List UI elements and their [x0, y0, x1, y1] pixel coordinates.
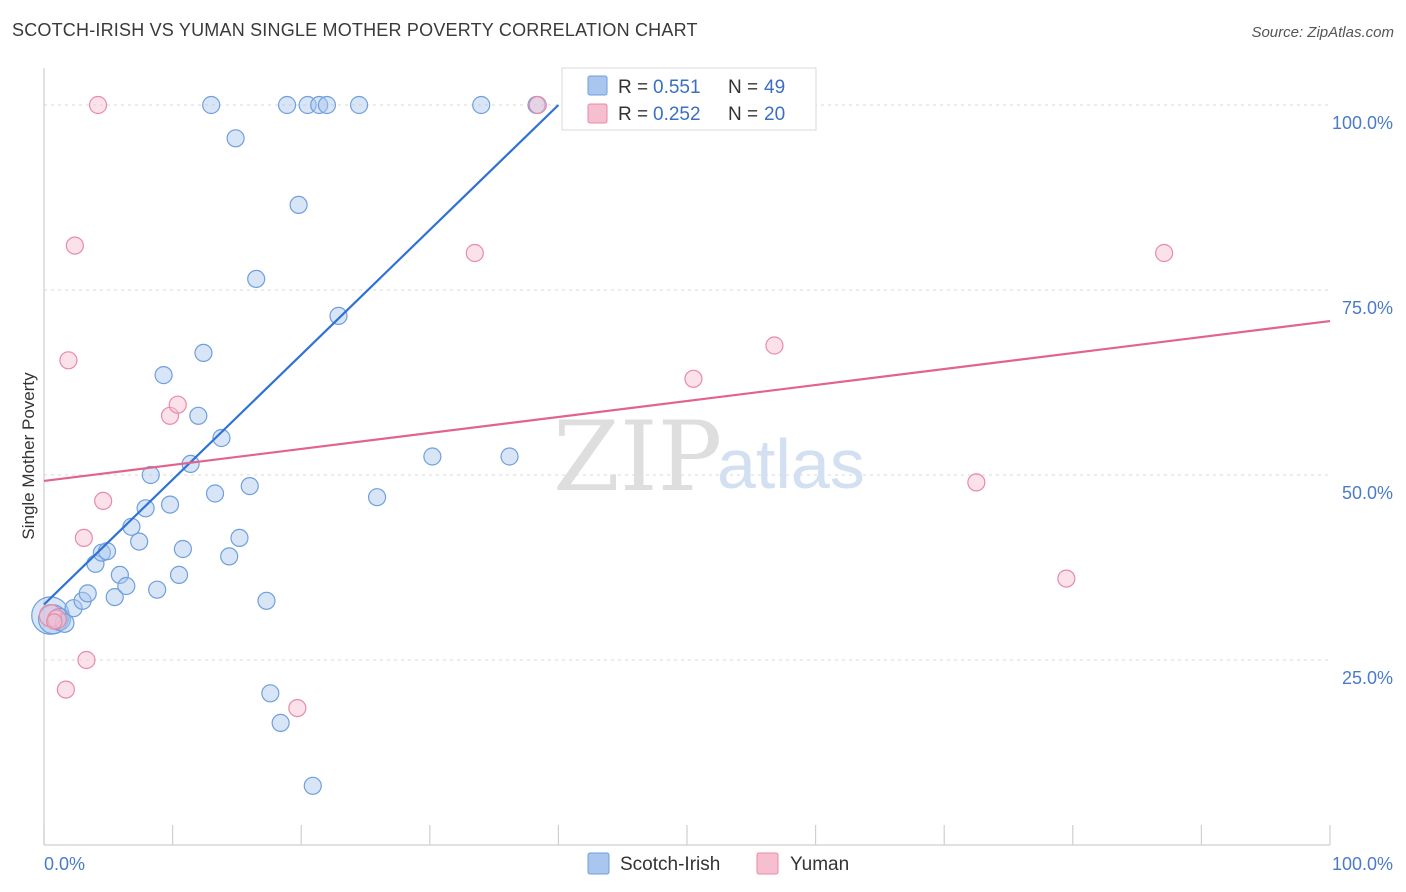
data-point-yuman — [465, 243, 484, 263]
source-credit: Source: ZipAtlas.com — [1251, 24, 1394, 41]
data-point-yuman — [74, 528, 93, 548]
data-point-scotch-irish — [226, 129, 245, 148]
data-point-scotch-irish — [289, 195, 308, 214]
y-axis-title: Single Mother Poverty — [19, 372, 38, 540]
data-point-scotch-irish — [154, 366, 173, 385]
data-point-scotch-irish — [130, 532, 149, 551]
data-point-scotch-irish — [472, 95, 491, 115]
trend-lines — [43, 104, 1331, 606]
legend-r-label-yuman: R = — [618, 104, 648, 125]
legend-r-value-scotch-irish: 0.551 — [653, 77, 701, 98]
data-point-scotch-irish — [189, 406, 208, 425]
data-point-yuman — [46, 613, 63, 630]
y-tick-labels: 25.0% 50.0% 75.0% 100.0% — [1332, 113, 1393, 688]
data-point-yuman — [65, 236, 84, 255]
trend-line-scotch-irish — [43, 104, 560, 606]
data-point-scotch-irish — [310, 95, 329, 115]
bottom-legend-label-scotch-irish: Scotch-Irish — [620, 854, 720, 875]
data-point-scotch-irish — [97, 542, 117, 561]
data-point-yuman — [684, 369, 703, 388]
correlation-legend: R = 0.551 N = 49 R = 0.252 N = 20 — [561, 67, 817, 131]
data-point-scotch-irish — [240, 477, 259, 496]
trend-line-yuman — [43, 319, 1331, 483]
data-point-scotch-irish — [173, 539, 192, 559]
legend-r-value-yuman: 0.252 — [653, 104, 701, 125]
data-point-yuman — [1155, 243, 1174, 263]
data-points — [31, 95, 1174, 795]
data-point-yuman — [288, 698, 307, 718]
data-point-yuman — [88, 95, 108, 115]
data-point-scotch-irish — [317, 95, 337, 115]
data-point-scotch-irish — [110, 565, 129, 585]
data-point-scotch-irish — [329, 306, 348, 325]
series-legend: Scotch-Irish Yuman — [587, 852, 849, 875]
y-tick-label: 100.0% — [1332, 113, 1393, 133]
data-point-scotch-irish — [271, 713, 290, 733]
y-tick-label: 50.0% — [1342, 483, 1393, 503]
data-point-scotch-irish — [277, 95, 297, 115]
data-point-scotch-irish — [261, 684, 280, 703]
data-point-scotch-irish — [212, 428, 231, 448]
chart-title: SCOTCH-IRISH VS YUMAN SINGLE MOTHER POVE… — [12, 20, 698, 40]
data-point-yuman — [94, 491, 113, 510]
data-point-yuman — [59, 351, 78, 370]
legend-n-label-yuman: N = — [728, 104, 758, 125]
legend-swatch-yuman — [587, 103, 608, 124]
data-point-scotch-irish — [105, 587, 124, 607]
data-point-yuman — [56, 680, 75, 699]
data-point-scotch-irish — [230, 528, 249, 548]
bottom-legend-label-yuman: Yuman — [790, 854, 849, 875]
data-point-scotch-irish — [500, 447, 519, 466]
data-point-scotch-irish — [423, 447, 442, 466]
data-point-scotch-irish — [202, 95, 221, 115]
data-point-scotch-irish — [303, 776, 322, 795]
data-point-scotch-irish — [257, 591, 276, 610]
data-point-yuman — [765, 336, 784, 355]
axes — [43, 68, 1331, 846]
legend-n-value-scotch-irish: 49 — [764, 77, 785, 98]
watermark: ZIP atlas — [553, 401, 865, 513]
y-tick-label: 25.0% — [1342, 668, 1393, 688]
data-point-scotch-irish — [117, 576, 136, 596]
watermark-zip: ZIP — [553, 401, 722, 513]
legend-swatch-scotch-irish — [587, 75, 608, 96]
data-point-scotch-irish — [205, 484, 225, 503]
grid — [44, 104, 1330, 661]
data-point-yuman — [168, 395, 187, 414]
data-point-scotch-irish — [247, 269, 266, 288]
data-point-scotch-irish — [78, 584, 97, 603]
x-tick-label-max: 100.0% — [1332, 854, 1393, 874]
y-tick-label: 75.0% — [1342, 298, 1393, 318]
bottom-legend-swatch-yuman — [756, 852, 779, 875]
data-point-yuman — [77, 650, 96, 670]
data-point-scotch-irish — [169, 565, 189, 585]
data-point-scotch-irish — [141, 465, 160, 485]
data-point-yuman — [528, 95, 547, 115]
legend-n-label-scotch-irish: N = — [728, 77, 758, 98]
data-point-scotch-irish — [136, 499, 155, 518]
data-point-scotch-irish — [160, 495, 180, 514]
data-point-scotch-irish — [349, 95, 369, 115]
data-point-scotch-irish — [367, 488, 387, 507]
watermark-atlas: atlas — [717, 425, 865, 503]
data-point-scotch-irish — [148, 580, 167, 599]
data-point-scotch-irish — [220, 547, 239, 566]
data-point-yuman — [967, 473, 986, 492]
data-point-yuman — [1057, 569, 1076, 588]
bottom-legend-swatch-scotch-irish — [587, 852, 610, 875]
legend-r-label-scotch-irish: R = — [618, 77, 648, 98]
data-point-scotch-irish — [194, 343, 213, 362]
x-tick-label-min: 0.0% — [44, 854, 85, 874]
legend-n-value-yuman: 20 — [764, 104, 785, 125]
